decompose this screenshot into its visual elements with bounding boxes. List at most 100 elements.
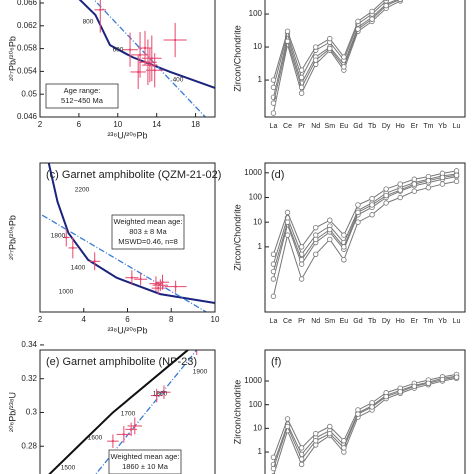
regression-line xyxy=(93,0,206,117)
data-point xyxy=(162,391,166,394)
age-label: 1800 xyxy=(51,233,66,240)
data-point xyxy=(369,8,375,15)
x-tick-label: 18 xyxy=(191,120,200,129)
y-tick-label: 0.34 xyxy=(21,340,37,349)
y-tick-label: 0.32 xyxy=(21,374,37,383)
data-point xyxy=(71,246,75,250)
data-point xyxy=(313,236,319,243)
axes-frame xyxy=(264,349,466,474)
data-point xyxy=(355,18,361,25)
data-point xyxy=(284,423,291,430)
data-point xyxy=(327,423,333,430)
x-tick-label: Eu xyxy=(340,318,349,325)
data-point xyxy=(397,0,403,2)
y-tick-label: 1 xyxy=(258,75,263,84)
x-tick-label: Tb xyxy=(368,318,376,325)
x-tick-label: Tm xyxy=(423,123,433,130)
x-tick-label: Sm xyxy=(325,318,336,325)
x-tick-label: Pr xyxy=(298,123,306,130)
data-point xyxy=(174,285,177,288)
x-tick-label: La xyxy=(270,123,278,130)
x-tick-label: Ce xyxy=(283,123,292,130)
plot-area xyxy=(270,371,460,474)
age-label: 2200 xyxy=(75,187,90,194)
data-point xyxy=(313,224,319,231)
x-tick-label: Eu xyxy=(340,123,349,130)
data-point xyxy=(298,84,305,91)
data-point xyxy=(341,54,347,60)
series-line xyxy=(272,0,398,98)
y-tick-label: 1000 xyxy=(244,376,262,385)
data-point xyxy=(439,181,446,187)
data-point xyxy=(154,282,158,285)
data-point xyxy=(284,416,291,422)
data-point xyxy=(173,38,177,42)
data-point xyxy=(355,219,361,225)
annotation-text: Weighted mean age: xyxy=(113,217,182,226)
x-tick-label: 10 xyxy=(211,315,220,324)
y-tick-label: 0.05 xyxy=(21,89,37,98)
y-axis-label: ²⁰⁷Pb/²⁰⁶Pb xyxy=(7,215,17,260)
data-point xyxy=(136,70,140,74)
series-line xyxy=(272,0,390,88)
data-point xyxy=(65,236,68,239)
data-point xyxy=(270,454,277,461)
y-tick-label: 100 xyxy=(249,193,263,202)
data-point xyxy=(341,257,347,263)
age-label: 1600 xyxy=(88,435,103,442)
data-point xyxy=(355,202,361,208)
data-point xyxy=(298,244,305,250)
data-point xyxy=(143,46,147,50)
data-point xyxy=(270,293,277,299)
x-tick-label: Ho xyxy=(396,123,405,130)
age-label: 800 xyxy=(83,19,94,26)
data-point xyxy=(383,186,389,192)
data-point xyxy=(130,276,134,279)
data-point xyxy=(313,232,319,238)
data-point xyxy=(369,195,375,202)
data-point xyxy=(153,69,156,72)
data-point xyxy=(327,430,333,437)
y-tick-label: 0.058 xyxy=(17,44,38,53)
data-point xyxy=(298,261,305,267)
age-label: 400 xyxy=(173,77,184,84)
data-point xyxy=(327,45,333,52)
annotation-text: 512~450 Ma xyxy=(61,96,104,105)
data-point xyxy=(369,212,375,218)
y-tick-label: 1 xyxy=(258,447,263,456)
annotation-text: Age range: xyxy=(64,86,101,95)
age-label: 1400 xyxy=(71,265,86,272)
data-point xyxy=(93,260,96,263)
y-tick-label: 100 xyxy=(249,9,263,18)
data-point xyxy=(270,465,277,472)
x-tick-label: 2 xyxy=(38,315,43,324)
panel-title: (f) xyxy=(271,356,281,368)
data-point xyxy=(161,281,164,284)
data-point xyxy=(270,110,277,116)
y-tick-label: 0.054 xyxy=(17,67,38,76)
x-tick-label: Lu xyxy=(453,318,461,325)
data-point xyxy=(383,192,389,199)
data-point xyxy=(284,28,291,35)
data-point xyxy=(411,176,417,182)
age-label: 1500 xyxy=(61,465,76,472)
data-point xyxy=(369,16,375,22)
x-tick-label: Lu xyxy=(453,123,461,130)
x-tick-label: 8 xyxy=(169,315,174,324)
concordia-line xyxy=(48,350,190,474)
x-tick-label: 14 xyxy=(152,120,161,129)
data-point xyxy=(196,347,198,349)
data-point xyxy=(313,57,319,63)
annotation-box xyxy=(45,83,119,109)
age-label: 1700 xyxy=(121,411,136,418)
panel-title: (d) xyxy=(271,169,284,181)
plot-area xyxy=(41,163,215,312)
y-tick-label: 0.3 xyxy=(26,408,38,417)
data-point xyxy=(284,232,291,238)
data-point xyxy=(111,439,115,443)
data-point xyxy=(411,188,417,194)
data-point xyxy=(270,84,277,91)
data-point xyxy=(313,430,319,437)
data-point xyxy=(148,63,152,67)
